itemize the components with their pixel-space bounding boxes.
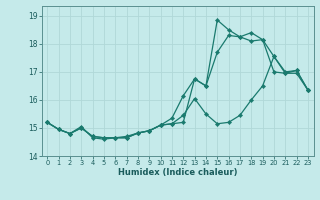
X-axis label: Humidex (Indice chaleur): Humidex (Indice chaleur) (118, 168, 237, 177)
